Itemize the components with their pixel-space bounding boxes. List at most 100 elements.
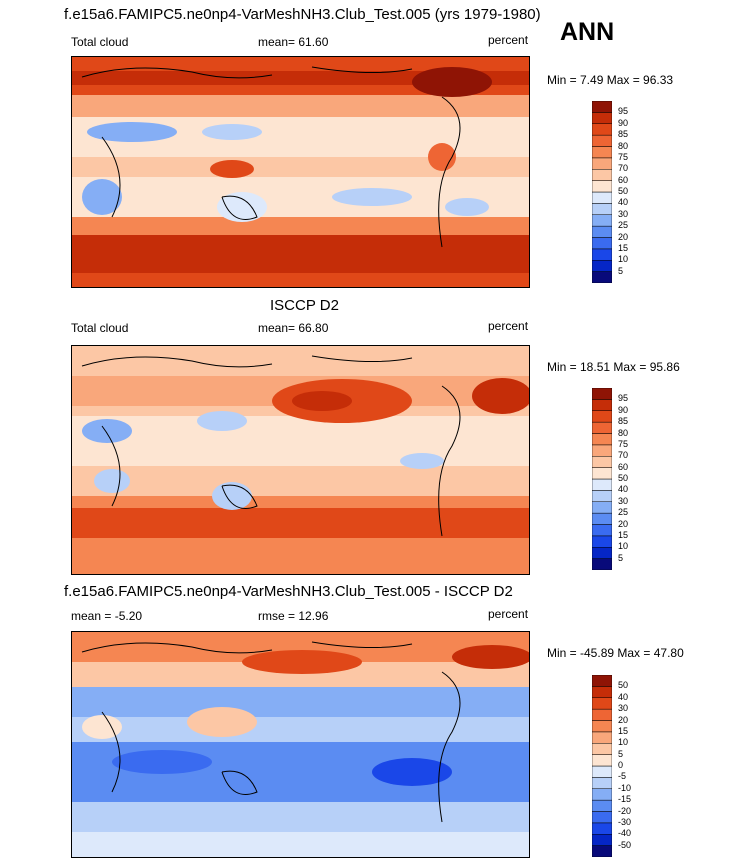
colorbar-level-label: 40 xyxy=(618,197,629,208)
colorbar-level-label: 85 xyxy=(618,129,629,140)
colorbar-box xyxy=(591,214,613,227)
panel3-units: percent xyxy=(488,607,529,621)
colorbar-level-label: 5 xyxy=(618,265,624,276)
colorbar-box xyxy=(591,777,613,789)
colorbar-box xyxy=(591,157,613,170)
colorbar-box xyxy=(591,134,613,147)
colorbar-box xyxy=(591,799,613,812)
colorbar-level-label: 10 xyxy=(618,541,629,552)
colorbar-level-label: 90 xyxy=(618,117,629,128)
panel3-range: Min = -45.89 Max = 47.80 xyxy=(547,646,684,660)
colorbar-level-label: -30 xyxy=(618,816,632,827)
colorbar-box xyxy=(591,180,613,193)
colorbar-level-label: 20 xyxy=(618,518,629,529)
colorbar-box xyxy=(591,524,613,537)
colorbar-level-label: 25 xyxy=(618,220,629,231)
panel1-colorbar-svg xyxy=(591,100,613,284)
panel1-units: percent xyxy=(488,33,529,47)
colorbar-box xyxy=(591,191,613,204)
colorbar-box xyxy=(591,387,613,400)
panel2-title: ISCCP D2 xyxy=(270,297,339,314)
colorbar-box xyxy=(591,686,613,698)
colorbar-level-label: 60 xyxy=(618,174,629,185)
panel1-colorbar xyxy=(591,100,613,284)
colorbar-box xyxy=(591,444,613,457)
colorbar-box xyxy=(591,512,613,525)
colorbar-level-label: 10 xyxy=(618,737,629,748)
colorbar-box xyxy=(591,822,613,835)
colorbar-level-label: 15 xyxy=(618,725,629,736)
colorbar-box xyxy=(591,248,613,261)
colorbar-box xyxy=(591,271,613,284)
colorbar-level-label: 75 xyxy=(618,151,629,162)
season-label: ANN xyxy=(560,18,615,46)
panel3-rmse: rmse = 12.96 xyxy=(258,609,329,623)
colorbar-box xyxy=(591,501,613,514)
colorbar-level-label: -15 xyxy=(618,794,632,805)
panel2-colorbar-svg xyxy=(591,387,613,571)
colorbar-level-label: 5 xyxy=(618,748,624,759)
colorbar-level-label: 30 xyxy=(618,495,629,506)
panel2-mean: mean= 66.80 xyxy=(258,321,329,335)
panel2-range: Min = 18.51 Max = 95.86 xyxy=(547,360,680,374)
panel2-map-svg xyxy=(72,346,529,574)
colorbar-level-label: 40 xyxy=(618,691,629,702)
colorbar-level-label: 20 xyxy=(618,231,629,242)
colorbar-level-label: 15 xyxy=(618,242,629,253)
colorbar-box xyxy=(591,811,613,824)
panel3-colorbar-svg xyxy=(591,674,613,858)
colorbar-level-label: 5 xyxy=(618,552,624,563)
colorbar-box xyxy=(591,100,613,113)
colorbar-level-label: 90 xyxy=(618,404,629,415)
colorbar-level-label: 0 xyxy=(618,760,624,770)
colorbar-box xyxy=(591,708,613,721)
colorbar-box xyxy=(591,720,613,733)
colorbar-level-label: -40 xyxy=(618,828,632,839)
colorbar-box xyxy=(591,410,613,423)
colorbar-level-label: -5 xyxy=(618,771,627,782)
panel1-left-label: Total cloud xyxy=(71,35,129,49)
colorbar-level-label: 25 xyxy=(618,507,629,518)
colorbar-level-label: 80 xyxy=(618,427,629,438)
panel3-colorbar xyxy=(591,674,613,858)
colorbar-box xyxy=(591,490,613,502)
colorbar-level-label: 95 xyxy=(618,393,629,404)
colorbar-box xyxy=(591,456,613,468)
colorbar-box xyxy=(591,203,613,215)
colorbar-box xyxy=(591,112,613,124)
colorbar-level-label: 30 xyxy=(618,208,629,219)
panel3-map xyxy=(71,631,530,858)
colorbar-box xyxy=(591,225,613,238)
colorbar-box xyxy=(591,845,613,858)
colorbar-level-label: 10 xyxy=(618,254,629,265)
colorbar-level-label: 50 xyxy=(618,680,629,691)
colorbar-box xyxy=(591,765,613,778)
colorbar-level-label: 75 xyxy=(618,438,629,449)
colorbar-level-label: 70 xyxy=(618,450,629,461)
colorbar-level-label: 15 xyxy=(618,529,629,540)
colorbar-box xyxy=(591,731,613,744)
colorbar-box xyxy=(591,237,613,250)
colorbar-level-label: 60 xyxy=(618,461,629,472)
colorbar-box xyxy=(591,433,613,446)
colorbar-level-label: -10 xyxy=(618,782,632,793)
panel3-title: f.e15a6.FAMIPC5.ne0np4-VarMeshNH3.Club_T… xyxy=(64,583,513,600)
colorbar-level-label: 85 xyxy=(618,416,629,427)
colorbar-box xyxy=(591,743,613,755)
colorbar-box xyxy=(591,788,613,801)
colorbar-box xyxy=(591,478,613,491)
colorbar-box xyxy=(591,123,613,136)
colorbar-box xyxy=(591,169,613,181)
colorbar-box xyxy=(591,558,613,571)
colorbar-level-label: 50 xyxy=(618,186,629,196)
panel2-colorbar xyxy=(591,387,613,571)
colorbar-box xyxy=(591,754,613,767)
colorbar-box xyxy=(591,467,613,480)
colorbar-box xyxy=(591,421,613,434)
colorbar-level-label: 30 xyxy=(618,703,629,714)
colorbar-box xyxy=(591,146,613,159)
colorbar-box xyxy=(591,697,613,710)
panel2-units: percent xyxy=(488,319,529,333)
panel1-range: Min = 7.49 Max = 96.33 xyxy=(547,73,674,87)
panel3-mean: mean = -5.20 xyxy=(71,609,143,623)
